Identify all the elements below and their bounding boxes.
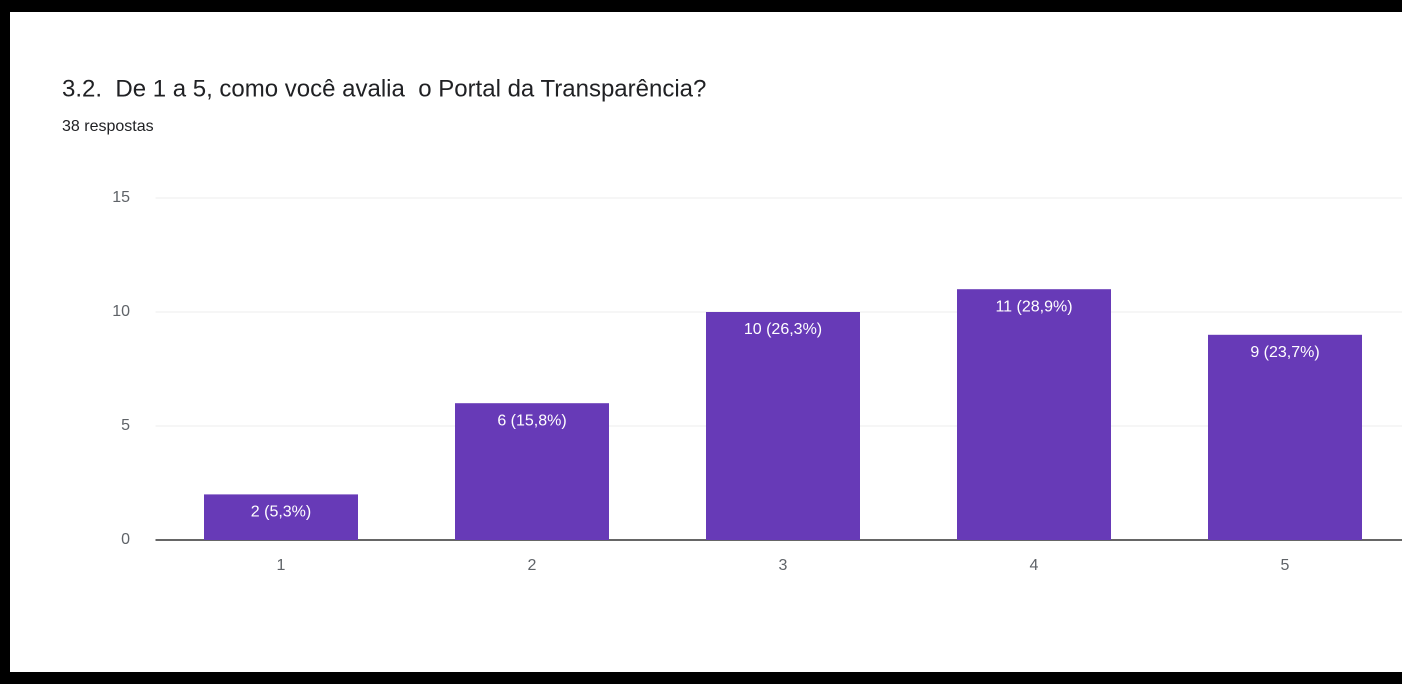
y-tick-label: 5 — [121, 417, 130, 434]
bar — [957, 289, 1111, 540]
x-tick-label: 5 — [1281, 557, 1290, 574]
x-tick-label: 1 — [277, 557, 286, 574]
bar — [706, 312, 860, 540]
bar — [1208, 334, 1362, 540]
value-label: 10 (26,3%) — [744, 321, 822, 338]
x-tick-label: 4 — [1030, 557, 1039, 574]
y-tick-label: 15 — [112, 189, 130, 206]
bar — [204, 494, 358, 540]
chart-subtitle: 38 respostas — [62, 118, 154, 135]
x-tick-label: 2 — [528, 557, 537, 574]
x-tick-label: 3 — [779, 557, 788, 574]
value-label: 2 (5,3%) — [251, 504, 311, 521]
bar — [455, 403, 609, 540]
chart-title: 3.2. De 1 a 5, como você avalia o Portal… — [62, 75, 706, 102]
y-tick-label: 10 — [112, 303, 130, 320]
value-label: 11 (28,9%) — [995, 298, 1072, 315]
y-tick-label: 0 — [121, 531, 130, 548]
value-label: 6 (15,8%) — [497, 412, 566, 429]
value-label: 9 (23,7%) — [1250, 344, 1319, 361]
